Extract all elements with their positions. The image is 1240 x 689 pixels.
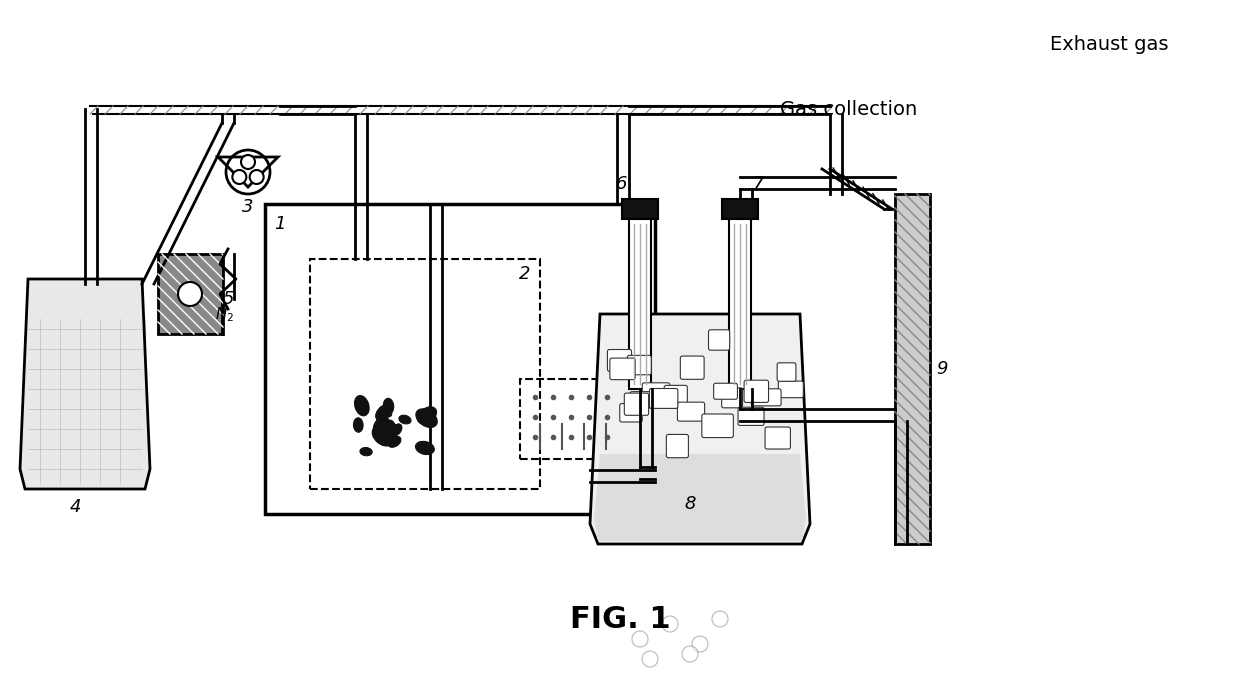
- FancyBboxPatch shape: [751, 389, 781, 406]
- Circle shape: [232, 170, 247, 184]
- FancyBboxPatch shape: [702, 414, 733, 438]
- FancyBboxPatch shape: [665, 385, 687, 408]
- Text: 3: 3: [242, 198, 254, 216]
- Polygon shape: [594, 454, 806, 541]
- Ellipse shape: [415, 442, 434, 455]
- Text: 9: 9: [936, 360, 947, 378]
- Ellipse shape: [415, 409, 438, 427]
- Bar: [629, 217, 651, 389]
- Bar: [622, 199, 658, 219]
- FancyBboxPatch shape: [624, 393, 649, 415]
- Ellipse shape: [379, 431, 391, 445]
- Circle shape: [632, 631, 649, 647]
- Ellipse shape: [388, 424, 399, 433]
- FancyBboxPatch shape: [666, 435, 688, 457]
- Bar: [157, 254, 223, 334]
- Ellipse shape: [353, 418, 363, 432]
- Ellipse shape: [360, 448, 372, 455]
- FancyBboxPatch shape: [627, 356, 651, 375]
- Ellipse shape: [372, 426, 393, 446]
- Circle shape: [662, 616, 678, 632]
- Ellipse shape: [399, 415, 410, 424]
- FancyBboxPatch shape: [779, 381, 804, 398]
- Circle shape: [241, 155, 255, 169]
- Bar: [722, 199, 758, 219]
- Circle shape: [249, 170, 264, 184]
- Text: FIG. 1: FIG. 1: [569, 604, 671, 633]
- Polygon shape: [590, 314, 810, 544]
- Ellipse shape: [379, 428, 397, 442]
- Bar: [310, 259, 539, 489]
- Bar: [520, 379, 630, 459]
- Text: 7: 7: [753, 175, 764, 193]
- Ellipse shape: [376, 406, 389, 421]
- FancyBboxPatch shape: [765, 427, 790, 449]
- FancyBboxPatch shape: [738, 407, 764, 425]
- Text: $N_2$: $N_2$: [216, 305, 234, 324]
- Circle shape: [682, 646, 698, 662]
- Text: 5: 5: [222, 290, 234, 308]
- Ellipse shape: [382, 420, 396, 440]
- Ellipse shape: [373, 416, 389, 437]
- Circle shape: [692, 636, 708, 652]
- Bar: [729, 217, 751, 389]
- Text: 4: 4: [69, 498, 81, 516]
- Circle shape: [179, 282, 202, 306]
- Ellipse shape: [418, 407, 436, 424]
- FancyBboxPatch shape: [708, 330, 729, 350]
- Bar: [265, 204, 655, 514]
- FancyBboxPatch shape: [610, 358, 635, 380]
- FancyBboxPatch shape: [681, 356, 704, 380]
- Ellipse shape: [379, 407, 392, 417]
- FancyBboxPatch shape: [722, 388, 743, 408]
- Circle shape: [642, 651, 658, 667]
- Text: 8: 8: [684, 495, 696, 513]
- Ellipse shape: [355, 395, 370, 415]
- FancyBboxPatch shape: [777, 363, 796, 381]
- Polygon shape: [20, 279, 150, 489]
- FancyBboxPatch shape: [677, 402, 704, 421]
- Text: Gas collection: Gas collection: [780, 99, 918, 119]
- Text: Exhaust gas: Exhaust gas: [1050, 34, 1168, 54]
- FancyBboxPatch shape: [744, 380, 769, 402]
- Ellipse shape: [383, 398, 394, 414]
- FancyBboxPatch shape: [630, 391, 661, 408]
- Text: 6: 6: [616, 175, 627, 193]
- Text: 1: 1: [274, 215, 285, 233]
- Ellipse shape: [388, 436, 401, 447]
- FancyBboxPatch shape: [642, 383, 670, 405]
- Circle shape: [712, 611, 728, 627]
- FancyBboxPatch shape: [714, 383, 738, 399]
- FancyBboxPatch shape: [650, 389, 678, 409]
- Text: 2: 2: [520, 265, 531, 283]
- Bar: [895, 194, 930, 544]
- Ellipse shape: [392, 424, 402, 435]
- FancyBboxPatch shape: [608, 349, 631, 371]
- Polygon shape: [218, 157, 278, 187]
- FancyBboxPatch shape: [620, 404, 642, 422]
